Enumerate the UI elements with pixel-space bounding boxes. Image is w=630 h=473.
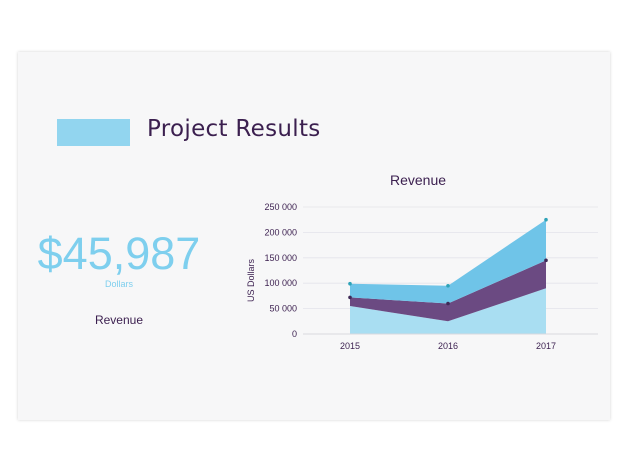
- area-series: [350, 219, 546, 334]
- data-point: [544, 258, 548, 263]
- y-tick-label: 200 000: [264, 227, 297, 237]
- data-point: [348, 295, 352, 300]
- data-point: [446, 301, 450, 306]
- y-ticks: 0 50 000 100 000 150 000 200 000 250 000: [264, 202, 297, 339]
- x-tick-label: 2016: [438, 341, 458, 351]
- y-tick-label: 50 000: [269, 304, 297, 314]
- kpi-label: Revenue: [94, 313, 144, 327]
- title-accent-bar: [57, 119, 130, 146]
- y-tick-label: 250 000: [264, 202, 297, 212]
- kpi-unit: Dollars: [104, 279, 133, 289]
- data-point: [544, 217, 548, 222]
- area-series-1: [350, 288, 546, 334]
- x-tick-label: 2015: [340, 341, 360, 351]
- x-tick-label: 2017: [536, 341, 556, 351]
- slide-card: Project Results $45,987 Dollars Revenue …: [18, 52, 610, 420]
- revenue-area-chart: 0 50 000 100 000 150 000 200 000 250 000 2015…: [246, 202, 598, 351]
- kpi-value: $45,987: [37, 228, 201, 279]
- data-point: [446, 283, 450, 288]
- y-axis-label: US Dollars: [246, 258, 256, 302]
- slide-title: Project Results: [147, 116, 321, 142]
- y-tick-label: 0: [292, 329, 297, 339]
- area-series-2: [350, 260, 546, 322]
- y-tick-label: 150 000: [264, 253, 297, 263]
- x-ticks: 2015 2016 2017: [340, 341, 556, 351]
- series-points: [348, 217, 548, 306]
- y-tick-label: 100 000: [264, 278, 297, 288]
- chart-title: Revenue: [389, 172, 447, 188]
- data-point: [348, 281, 352, 286]
